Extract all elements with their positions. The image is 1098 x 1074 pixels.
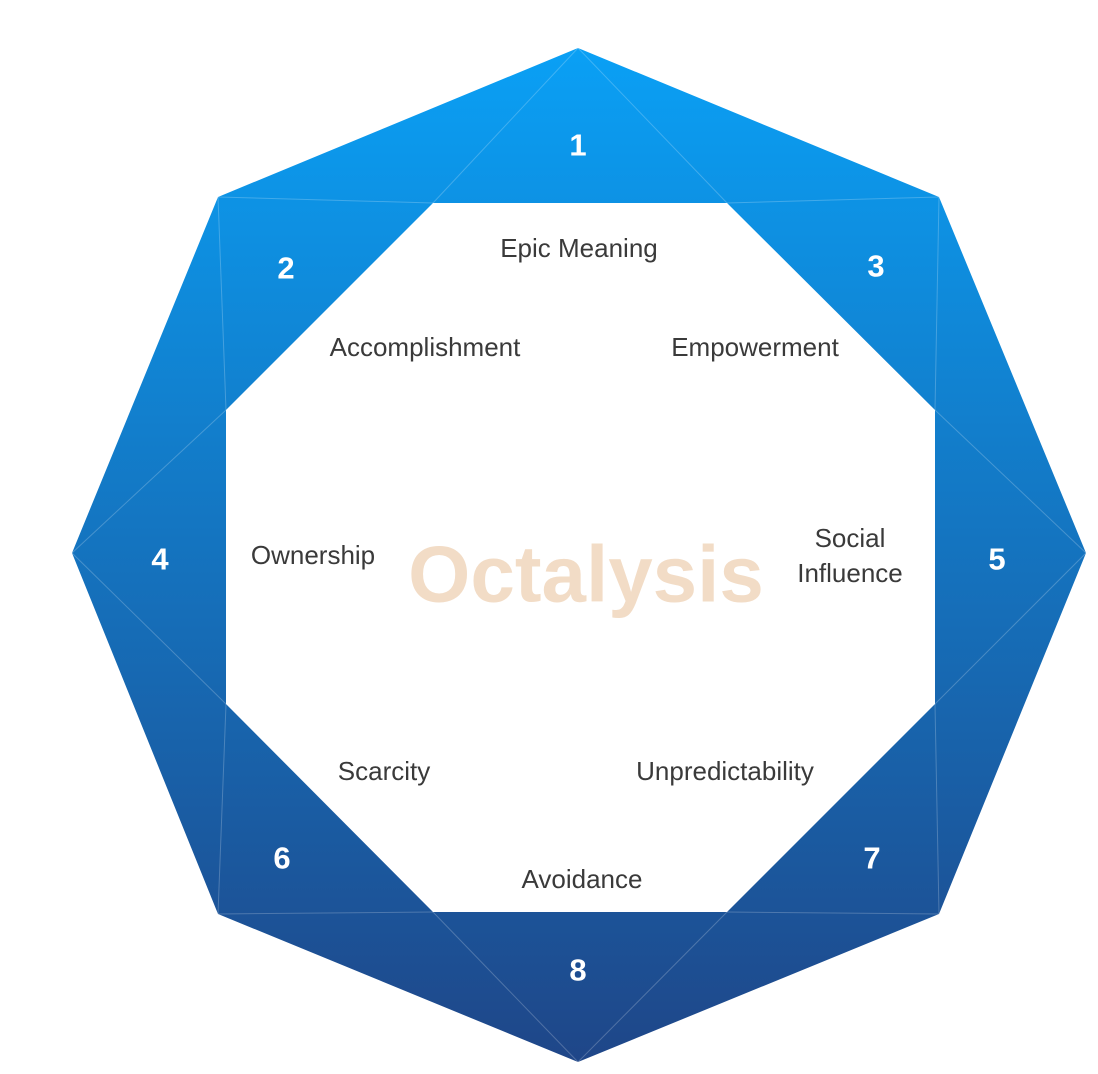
- drive-label-social: Social: [815, 523, 886, 553]
- drive-label-unpredictability: Unpredictability: [636, 756, 814, 786]
- outer-octagon-band: [72, 48, 1086, 1062]
- segment-number-7: 7: [863, 841, 880, 876]
- segment-number-4: 4: [151, 542, 169, 577]
- drive-label-avoidance: Avoidance: [522, 864, 643, 894]
- center-title: Octalysis: [408, 530, 764, 619]
- segment-number-6: 6: [273, 841, 290, 876]
- segment-number-1: 1: [569, 128, 586, 163]
- drive-label-empowerment: Empowerment: [671, 332, 839, 362]
- drive-label-ownership: Ownership: [251, 540, 375, 570]
- segment-number-2: 2: [277, 251, 294, 286]
- segment-number-8: 8: [569, 953, 586, 988]
- drive-label-influence: Influence: [797, 558, 903, 588]
- segment-number-5: 5: [988, 542, 1005, 577]
- segment-dividers: [71, 47, 1087, 1063]
- drive-label-epic-meaning: Epic Meaning: [500, 233, 658, 263]
- drive-label-scarcity: Scarcity: [338, 756, 430, 786]
- drive-label-accomplishment: Accomplishment: [330, 332, 522, 362]
- segment-number-3: 3: [867, 249, 884, 284]
